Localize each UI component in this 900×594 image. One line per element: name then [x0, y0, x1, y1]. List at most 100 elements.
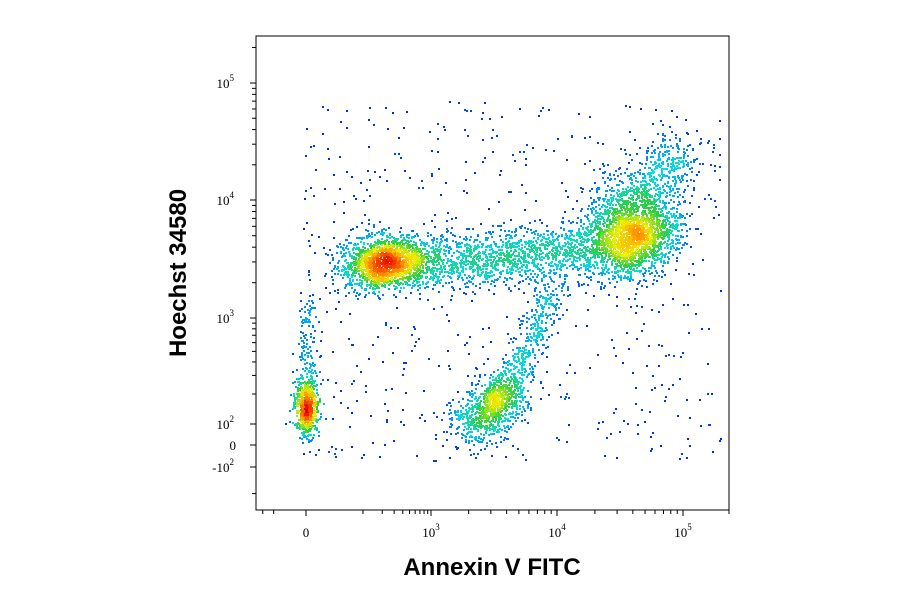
event-dot [314, 425, 316, 427]
event-dot [349, 278, 351, 280]
event-dot [590, 231, 592, 233]
event-dot [485, 409, 487, 411]
event-dot [641, 237, 643, 239]
event-dot [505, 418, 507, 420]
event-dot [498, 249, 500, 251]
event-dot [443, 259, 445, 261]
event-dot [632, 259, 634, 261]
event-dot [498, 260, 500, 262]
event-dot [375, 279, 377, 281]
event-dot [468, 391, 470, 393]
event-dot [403, 277, 405, 279]
event-dot [467, 375, 469, 377]
event-dot [379, 264, 381, 266]
event-dot [674, 217, 676, 219]
event-dot [351, 276, 353, 278]
event-dot [607, 217, 609, 219]
event-dot [368, 235, 370, 237]
event-dot [305, 431, 307, 433]
event-dot [620, 222, 622, 224]
event-dot [469, 417, 471, 419]
event-dot [460, 264, 462, 266]
event-dot [406, 245, 408, 247]
event-dot [608, 227, 610, 229]
event-dot [686, 230, 688, 232]
event-dot [483, 398, 485, 400]
event-dot [309, 391, 311, 393]
event-dot [605, 241, 607, 243]
event-dot [353, 252, 355, 254]
event-dot [521, 411, 523, 413]
event-dot [631, 257, 633, 259]
event-dot [640, 225, 642, 227]
event-dot [613, 215, 615, 217]
event-dot [370, 270, 372, 272]
event-dot [373, 226, 375, 228]
event-dot [299, 396, 301, 398]
event-dot [670, 248, 672, 250]
event-dot [602, 204, 604, 206]
event-dot [500, 239, 502, 241]
event-dot [465, 236, 467, 238]
event-dot [679, 217, 681, 219]
event-dot [674, 228, 676, 230]
event-dot [514, 400, 516, 402]
event-dot [486, 404, 488, 406]
event-dot [357, 243, 359, 245]
event-dot [562, 254, 564, 256]
event-dot [474, 437, 476, 439]
event-dot [383, 281, 385, 283]
event-dot [289, 421, 291, 423]
event-dot [470, 256, 472, 258]
event-dot [512, 423, 514, 425]
event-dot [376, 244, 378, 246]
event-dot [664, 254, 666, 256]
event-dot [610, 249, 612, 251]
event-dot [675, 215, 677, 217]
event-dot [387, 264, 389, 266]
event-dot [412, 274, 414, 276]
event-dot [323, 403, 325, 405]
event-dot [602, 264, 604, 266]
event-dot [631, 251, 633, 253]
event-dot [487, 263, 489, 265]
event-dot [668, 236, 670, 238]
event-dot [497, 269, 499, 271]
event-dot [592, 247, 594, 249]
event-dot [445, 255, 447, 257]
event-dot [311, 402, 313, 404]
event-dot [377, 295, 379, 297]
event-dot [606, 224, 608, 226]
event-dot [411, 251, 413, 253]
event-dot [478, 441, 480, 443]
event-dot [564, 249, 566, 251]
event-dot [446, 240, 448, 242]
event-dot [527, 407, 529, 409]
event-dot [595, 201, 597, 203]
event-dot [535, 230, 537, 232]
event-dot [659, 236, 661, 238]
event-dot [625, 237, 627, 239]
event-dot [385, 281, 387, 283]
event-dot [426, 270, 428, 272]
event-dot [367, 243, 369, 245]
event-dot [462, 268, 464, 270]
event-dot [300, 359, 302, 361]
event-dot [646, 235, 648, 237]
event-dot [520, 401, 522, 403]
event-dot [366, 257, 368, 259]
event-dot [297, 400, 299, 402]
event-dot [633, 257, 635, 259]
event-dot [309, 386, 311, 388]
event-dot [646, 197, 648, 199]
event-dot [581, 249, 583, 251]
event-dot [494, 429, 496, 431]
event-dot [652, 211, 654, 213]
event-dot [639, 280, 641, 282]
event-dot [391, 278, 393, 280]
event-dot [352, 248, 354, 250]
event-dot [640, 258, 642, 260]
event-dot [627, 269, 629, 271]
event-dot [478, 246, 480, 248]
event-dot [468, 426, 470, 428]
